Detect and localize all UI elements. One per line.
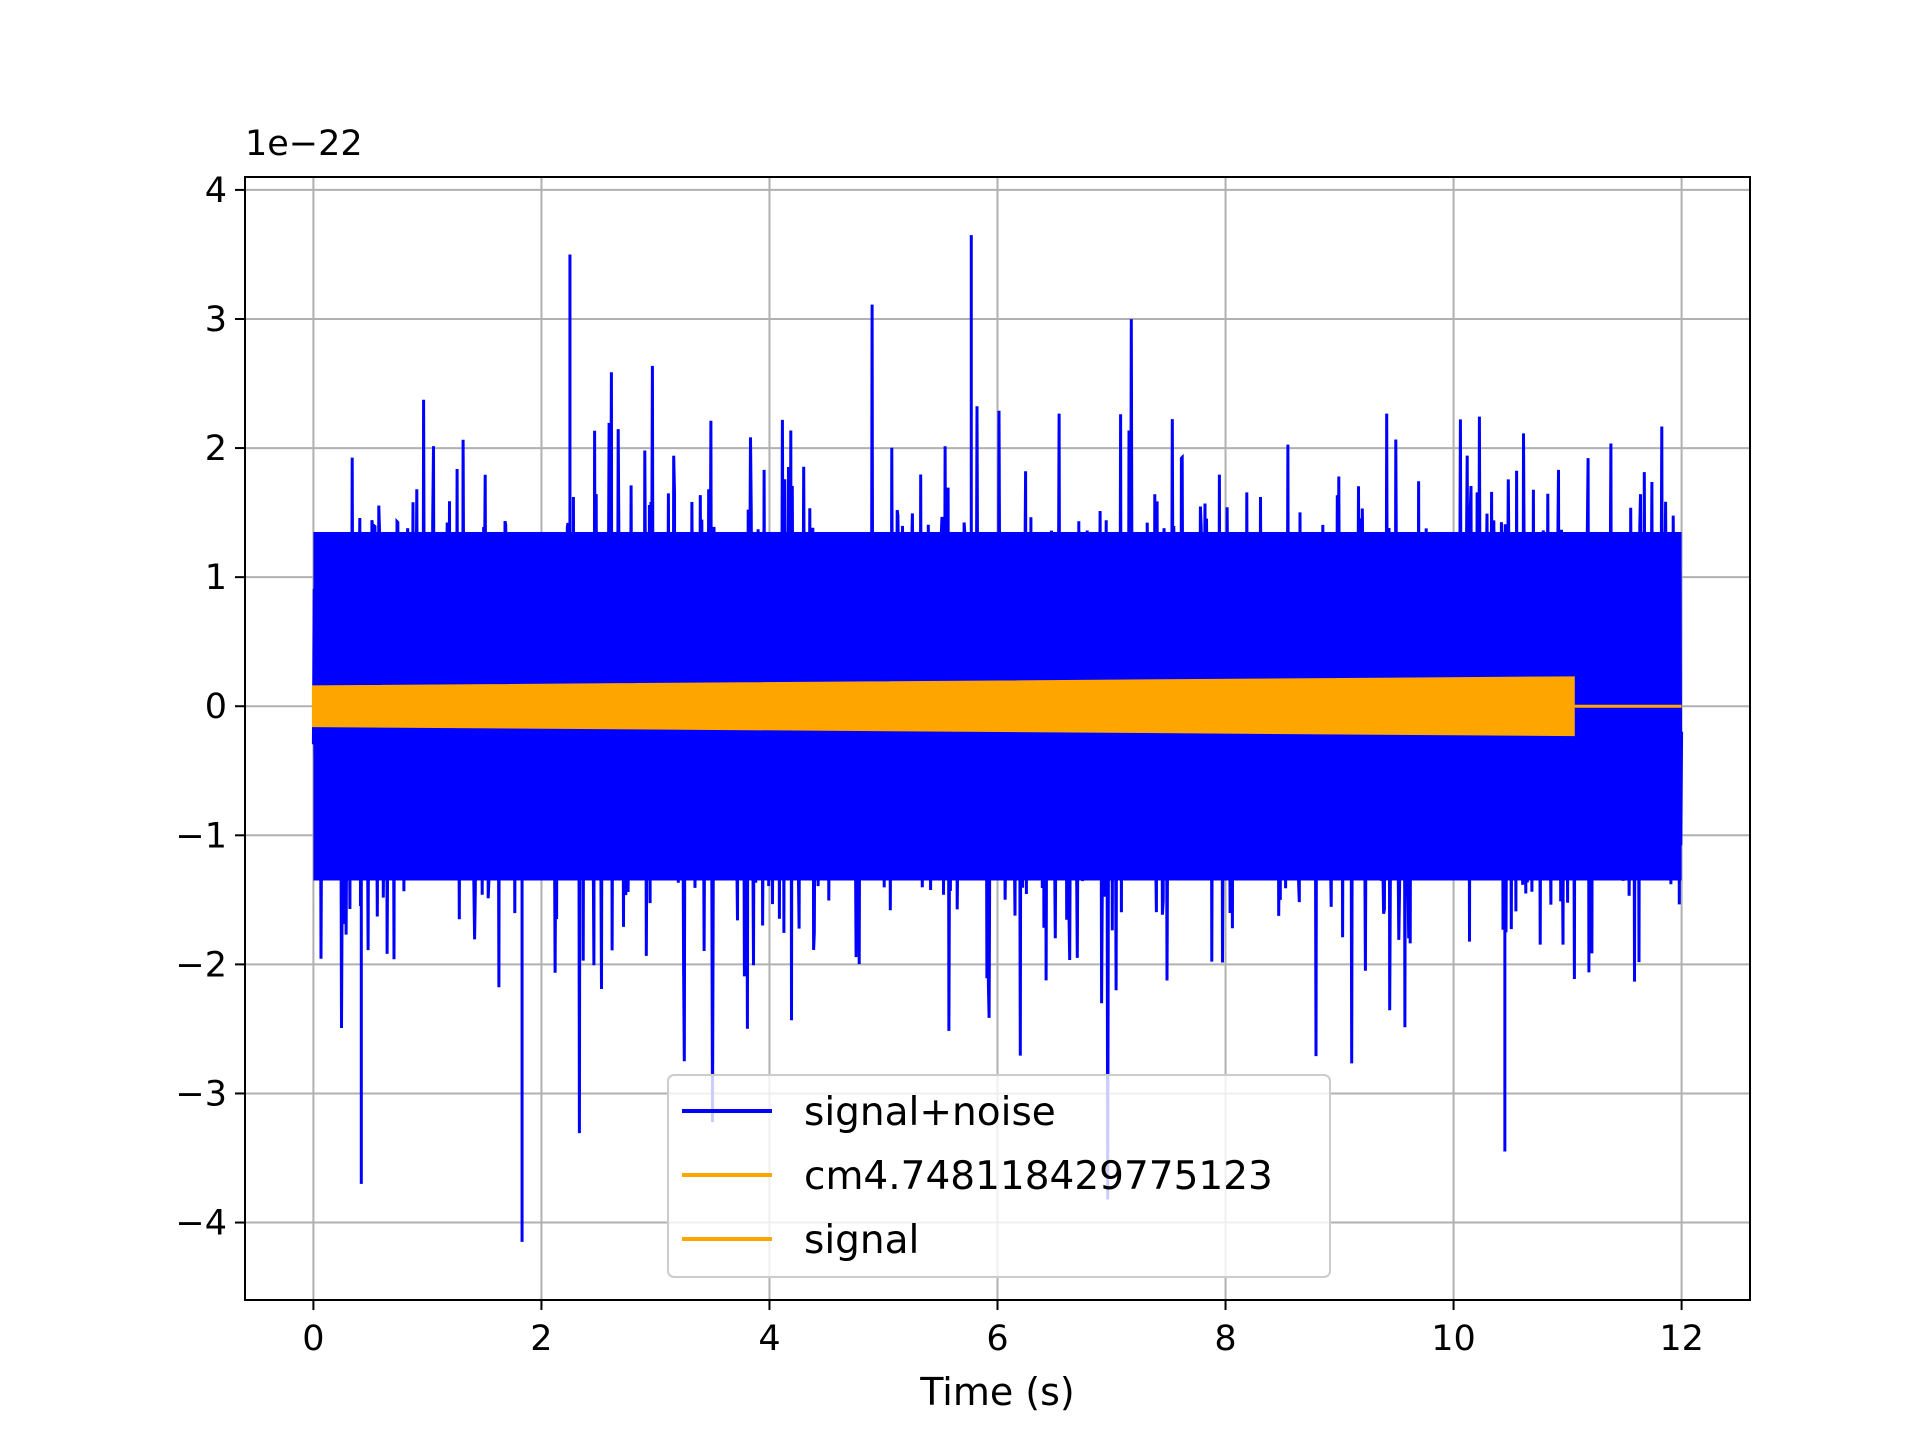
- y-tick-label: 4: [205, 171, 227, 211]
- legend-box: [667, 1074, 1331, 1278]
- x-tick-label: 8: [1214, 1319, 1236, 1359]
- y-tick-label: 0: [205, 687, 227, 727]
- x-tick-label: 4: [758, 1319, 780, 1359]
- legend: signal+noise cm4.748118429775123 signal: [667, 1074, 1331, 1278]
- legend-label: signal+noise: [804, 1090, 1056, 1135]
- y-tick-label: −3: [175, 1074, 227, 1114]
- x-tick-label: 2: [530, 1319, 552, 1359]
- y-tick-label: 2: [205, 429, 227, 469]
- y-tick-label: −2: [175, 945, 227, 985]
- x-tick-label: 6: [986, 1319, 1008, 1359]
- x-tick-label: 0: [302, 1319, 324, 1359]
- signal-envelope: [311, 676, 1575, 737]
- series-signal: [311, 676, 1682, 737]
- legend-label: signal: [804, 1218, 919, 1263]
- legend-label: cm4.748118429775123: [804, 1154, 1273, 1199]
- y-offset-label: 1e−22: [245, 124, 363, 164]
- y-tick-label: −1: [175, 816, 227, 856]
- y-tick-label: 3: [205, 300, 227, 340]
- x-tick-label: 12: [1659, 1319, 1704, 1359]
- y-tick-label: 1: [205, 558, 227, 598]
- x-axis-label: Time (s): [919, 1370, 1075, 1414]
- y-tick-label: −4: [175, 1204, 227, 1244]
- x-tick-label: 10: [1431, 1319, 1476, 1359]
